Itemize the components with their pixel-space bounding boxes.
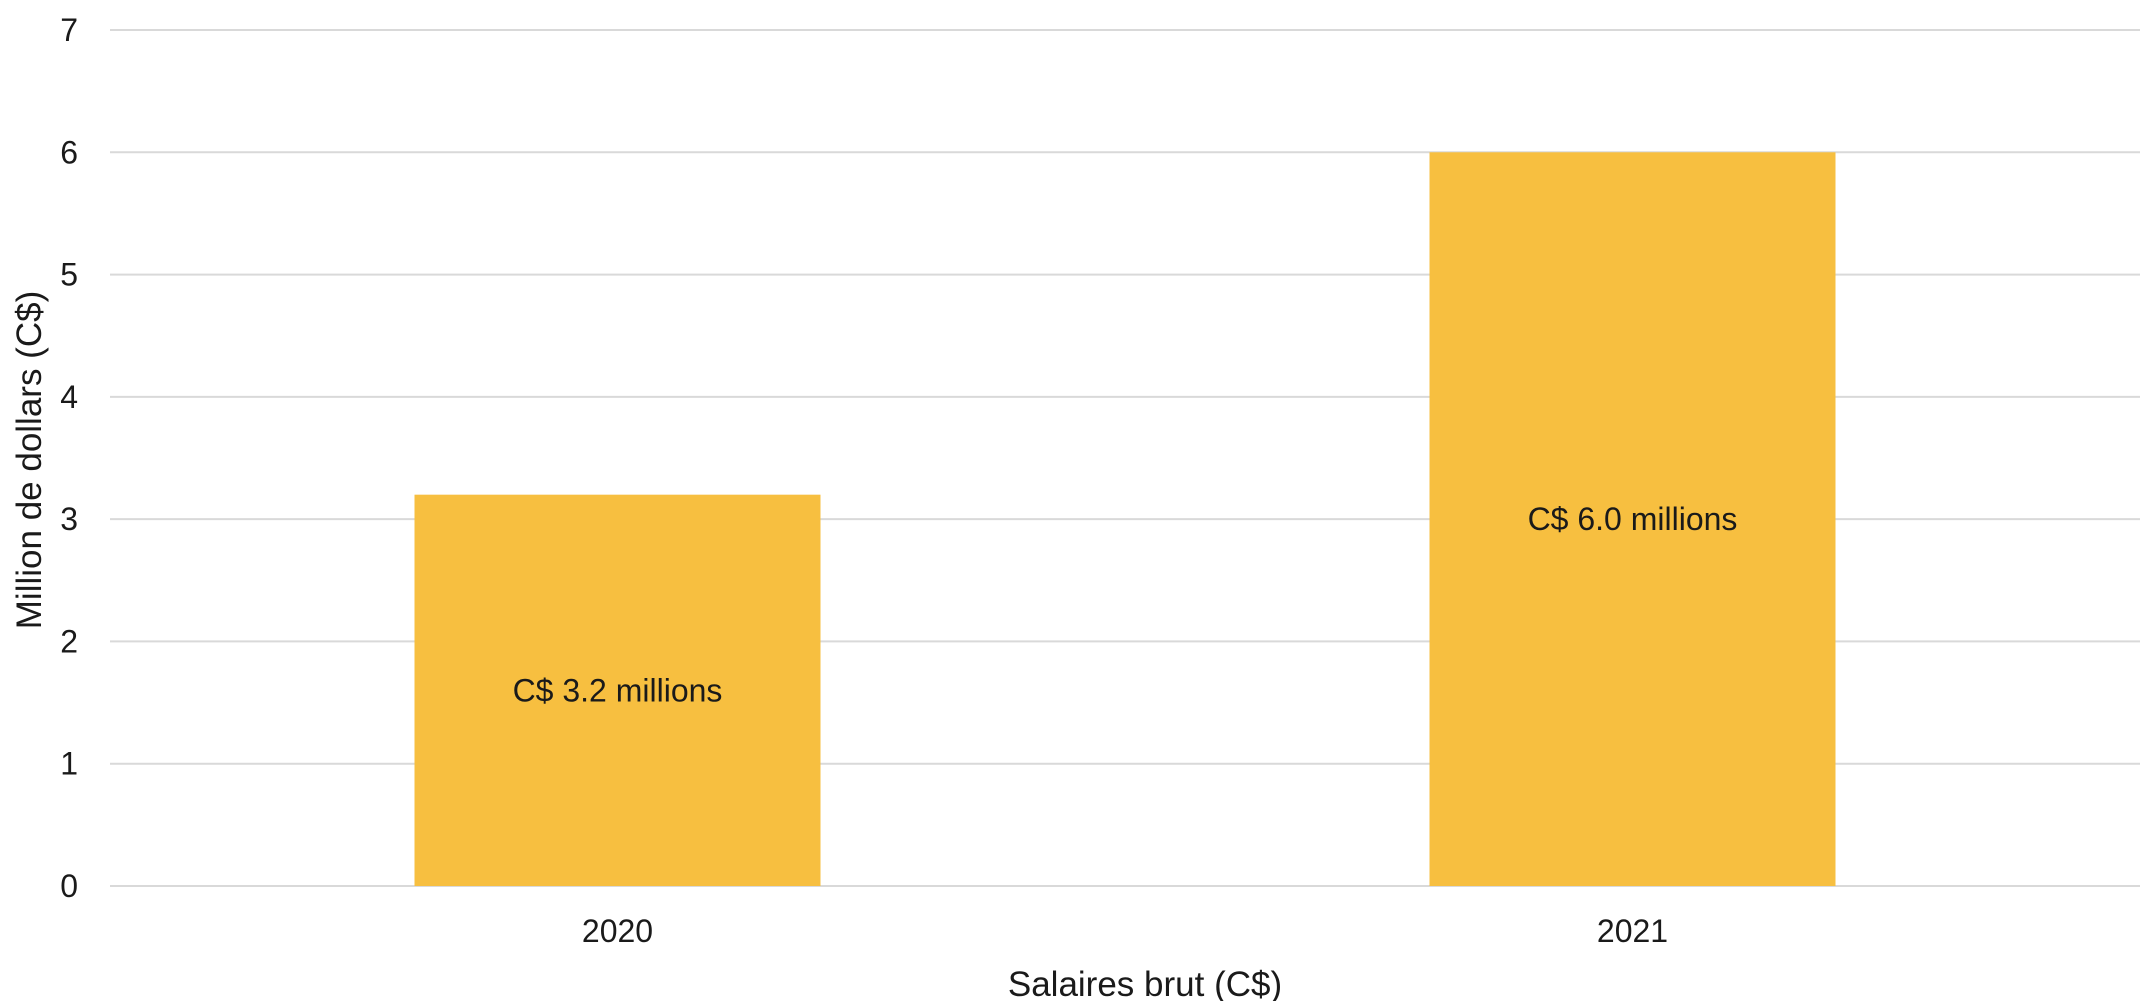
data-label-2020: C$ 3.2 millions	[513, 672, 723, 708]
bars	[414, 152, 1836, 887]
x-axis-ticks: 2020 2021	[582, 913, 1668, 949]
bar-2020	[414, 494, 821, 886]
y-axis-title: Million de dollars (C$)	[10, 291, 49, 629]
bar-2021	[1429, 152, 1836, 887]
y-tick-label: 0	[60, 868, 78, 904]
y-tick-label: 7	[60, 12, 78, 48]
y-tick-label: 4	[60, 379, 78, 415]
x-tick-label: 2020	[582, 913, 653, 949]
y-axis-ticks: 0 1 2 3 4 5 6 7	[60, 12, 78, 904]
y-tick-label: 6	[60, 134, 78, 170]
data-labels: C$ 3.2 millions C$ 6.0 millions	[513, 501, 1738, 708]
y-tick-label: 1	[60, 746, 78, 782]
data-label-2021: C$ 6.0 millions	[1528, 501, 1738, 537]
x-tick-label: 2021	[1597, 913, 1668, 949]
y-tick-label: 3	[60, 501, 78, 537]
y-tick-label: 2	[60, 623, 78, 659]
y-tick-label: 5	[60, 257, 78, 293]
x-axis-title: Salaires brut (C$)	[1008, 965, 1282, 1001]
